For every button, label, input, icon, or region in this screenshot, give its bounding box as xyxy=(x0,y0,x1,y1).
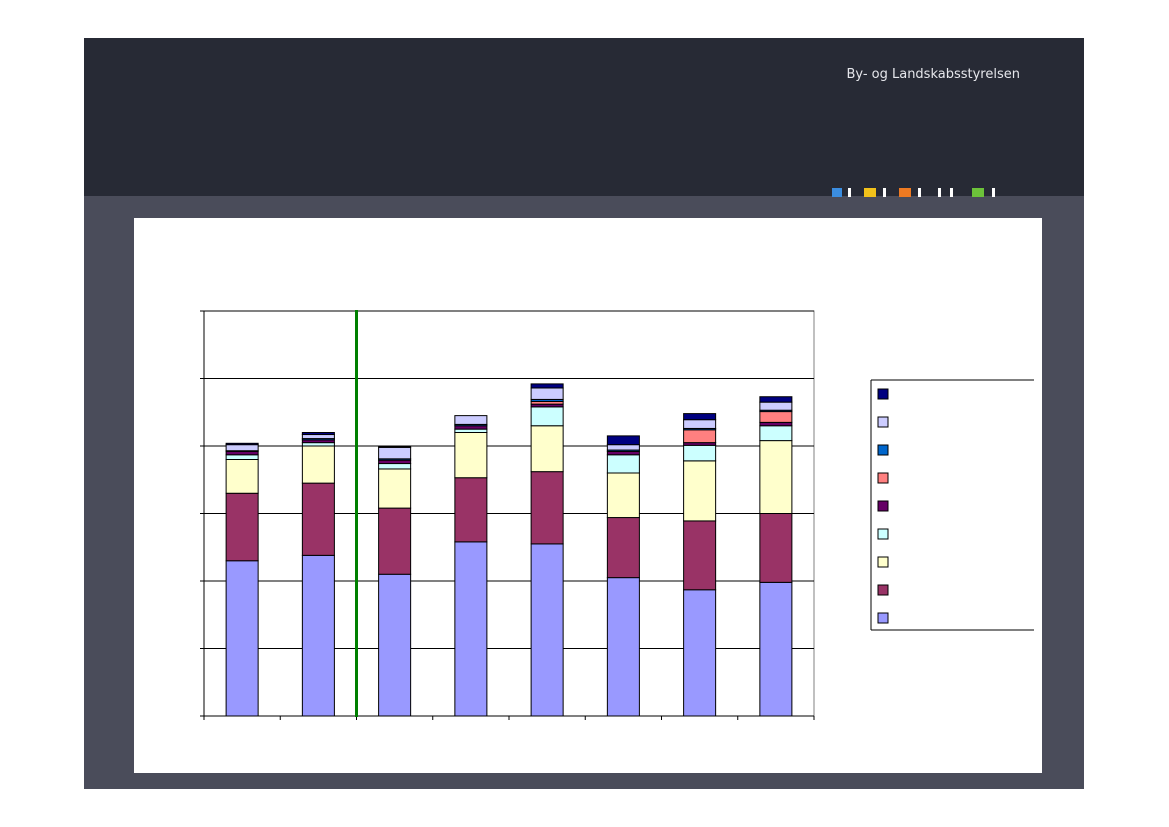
bar-segment xyxy=(759,513,793,583)
bar-segment xyxy=(301,445,335,484)
legend-swatch xyxy=(877,416,889,428)
bar-segment xyxy=(759,581,793,717)
bar-segment xyxy=(225,454,259,460)
logo-block xyxy=(918,188,921,197)
legend-swatch xyxy=(877,528,889,540)
bar-segment xyxy=(759,421,793,427)
bar-segment xyxy=(378,446,412,460)
logo-block xyxy=(972,188,984,197)
logo-block xyxy=(832,188,842,197)
bar-segment xyxy=(759,425,793,442)
bar-segment xyxy=(378,446,412,448)
bar-segment xyxy=(759,396,793,403)
bar-segment xyxy=(530,406,564,427)
bar-segment xyxy=(606,472,640,519)
logo-block xyxy=(950,188,953,197)
bar-segment xyxy=(606,517,640,579)
bar-segment xyxy=(530,543,564,717)
bar-segment xyxy=(683,419,717,429)
bar-segment xyxy=(759,401,793,411)
bar-segment xyxy=(378,463,412,470)
bar-segment xyxy=(225,450,259,456)
bar-segment xyxy=(454,415,488,425)
bar-segment xyxy=(606,454,640,474)
bar-segment xyxy=(683,520,717,591)
bar-segment xyxy=(683,460,717,522)
bar-segment xyxy=(454,425,488,430)
bar-segment xyxy=(301,442,335,447)
bar-segment xyxy=(606,444,640,451)
bar-segment xyxy=(606,450,640,456)
brand-logo-strip xyxy=(832,188,1032,197)
bar-segment xyxy=(530,425,564,473)
bar-segment xyxy=(225,560,259,717)
logo-block xyxy=(848,188,851,197)
legend xyxy=(871,380,1034,630)
agency-name: By- og Landskabsstyrelsen xyxy=(846,67,1020,82)
logo-block xyxy=(899,188,911,197)
stacked-bar-chart xyxy=(200,310,1034,720)
bar-segment xyxy=(225,442,259,446)
bar-segment xyxy=(683,589,717,717)
bar-segment xyxy=(454,432,488,479)
legend-swatch xyxy=(877,500,889,512)
bar-segment xyxy=(683,429,717,444)
bar-segment xyxy=(454,541,488,717)
bar-segment xyxy=(683,413,717,421)
bar-segment xyxy=(301,434,335,440)
legend-swatch xyxy=(877,584,889,596)
bar-segment xyxy=(301,432,335,436)
bar-segment xyxy=(301,482,335,556)
bar-segment xyxy=(759,411,793,423)
header-bar: By- og Landskabsstyrelsen xyxy=(84,38,1084,197)
bar-segment xyxy=(530,383,564,389)
bar-segment xyxy=(378,459,412,465)
bar-segment xyxy=(301,554,335,717)
bar-segment xyxy=(454,477,488,543)
logo-block xyxy=(864,188,876,197)
bar-segment xyxy=(606,577,640,717)
slide: By- og Landskabsstyrelsen xyxy=(84,38,1084,789)
legend-swatch xyxy=(877,472,889,484)
bar-segment xyxy=(378,468,412,509)
bar-segment xyxy=(225,444,259,452)
bar-segment xyxy=(225,492,259,562)
bar-segment xyxy=(683,444,717,462)
bar-segment xyxy=(759,440,793,515)
bar-segment xyxy=(378,573,412,717)
legend-swatch xyxy=(877,556,889,568)
legend-swatch xyxy=(877,612,889,624)
bar-segment xyxy=(454,428,488,433)
legend-swatch xyxy=(877,388,889,400)
bar-segment xyxy=(530,471,564,545)
bar-segment xyxy=(530,387,564,400)
bar-segment xyxy=(225,459,259,494)
chart-panel xyxy=(134,218,1042,773)
logo-block xyxy=(883,188,886,197)
bar-segment xyxy=(606,435,640,446)
logo-block xyxy=(992,188,995,197)
legend-swatch xyxy=(877,444,889,456)
bar-segment xyxy=(378,507,412,575)
logo-block xyxy=(938,188,941,197)
